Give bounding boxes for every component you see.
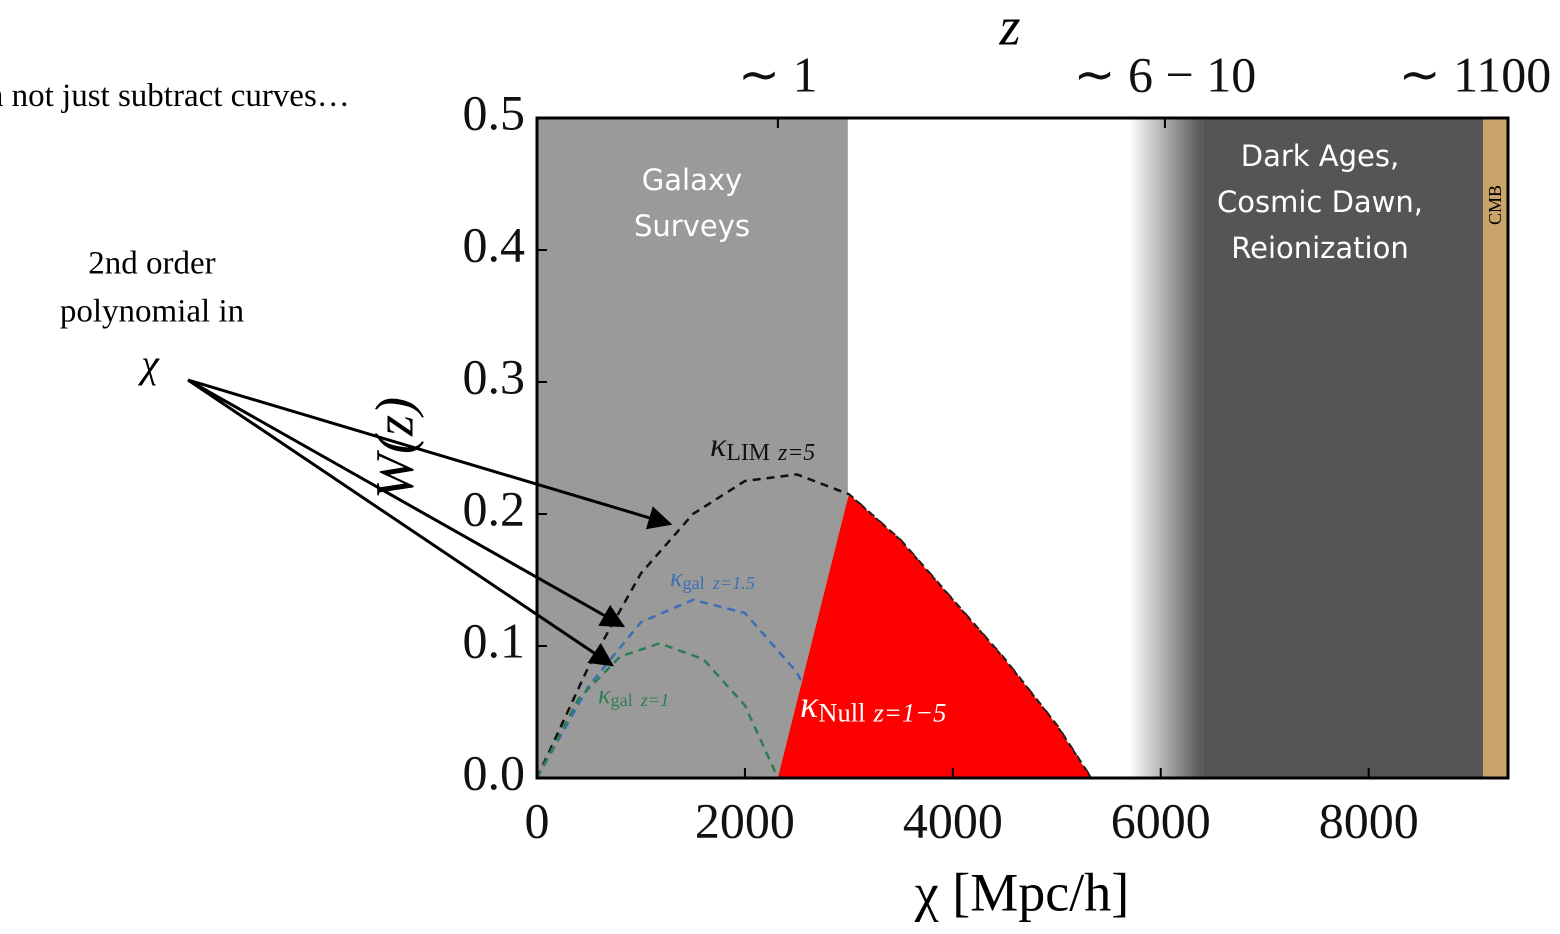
region-label: Galaxy	[642, 163, 742, 197]
label-cond: z=5	[777, 440, 815, 466]
arrow	[187, 378, 673, 530]
label-cond: z=1	[640, 690, 669, 710]
x-tick-label: 6000	[1111, 792, 1211, 848]
series-label: κgal z=1.5	[670, 563, 755, 593]
x2-label: z	[998, 0, 1020, 56]
y-tick-label: 0.3	[463, 348, 526, 404]
poly-line: polynomial in	[60, 294, 244, 330]
area	[777, 494, 1092, 778]
region	[1483, 118, 1508, 778]
label-symbol: κ	[800, 684, 819, 726]
line	[535, 642, 780, 779]
series-label: κNull z=1−5	[800, 684, 946, 728]
frame	[535, 116, 1510, 780]
arrows	[187, 378, 673, 667]
x-tick-label: 2000	[695, 792, 795, 848]
poly-line: χ	[137, 341, 160, 386]
y-tick-label: 0.4	[463, 216, 526, 272]
line	[535, 598, 849, 779]
region-label: Reionization	[1231, 231, 1408, 265]
label-symbol: κ	[598, 680, 611, 709]
x-label: χ [Mpc/h]	[914, 862, 1129, 922]
region	[1202, 118, 1484, 778]
region-label: Cosmic Dawn,	[1217, 185, 1423, 219]
x2-tick-label: ∼ 1	[738, 46, 817, 102]
label-symbol: κ	[710, 427, 727, 464]
area-edge	[848, 493, 1092, 779]
x2-tick-label: ∼ 6 − 10	[1074, 46, 1257, 102]
poly-line: 2nd order	[88, 246, 215, 282]
region-label: Surveys	[634, 209, 750, 243]
label-cond: z=1.5	[712, 573, 755, 593]
arrow	[187, 378, 614, 667]
x-tick-label: 8000	[1319, 792, 1419, 848]
series-label: κLIM z=5	[710, 427, 815, 466]
y-tick-label: 0.2	[463, 480, 526, 536]
y-label: W(z)	[364, 397, 424, 499]
label-sub: Null	[818, 698, 865, 728]
series-label: κgal z=1	[598, 680, 669, 710]
label-sub: gal	[682, 573, 704, 593]
x-tick-label: 0	[525, 792, 550, 848]
y-tick-label: 0.1	[463, 612, 526, 668]
x-tick-label: 4000	[903, 792, 1003, 848]
region-label: Dark Ages,	[1241, 139, 1399, 173]
y-tick-label: 0.5	[463, 84, 526, 140]
label-sub: LIM	[726, 440, 770, 466]
label-symbol: κ	[670, 563, 683, 592]
arrow	[187, 378, 626, 628]
y-tick-label: 0.0	[463, 744, 526, 800]
region	[537, 118, 848, 778]
label-sub: gal	[610, 690, 632, 710]
region	[1129, 118, 1203, 778]
x2-tick-label: ∼ 1100	[1399, 46, 1552, 102]
line	[535, 473, 1093, 779]
note: Can not just subtract curves…	[0, 78, 350, 114]
region-label: CMB	[1485, 185, 1505, 225]
label-cond: z=1−5	[873, 698, 947, 728]
